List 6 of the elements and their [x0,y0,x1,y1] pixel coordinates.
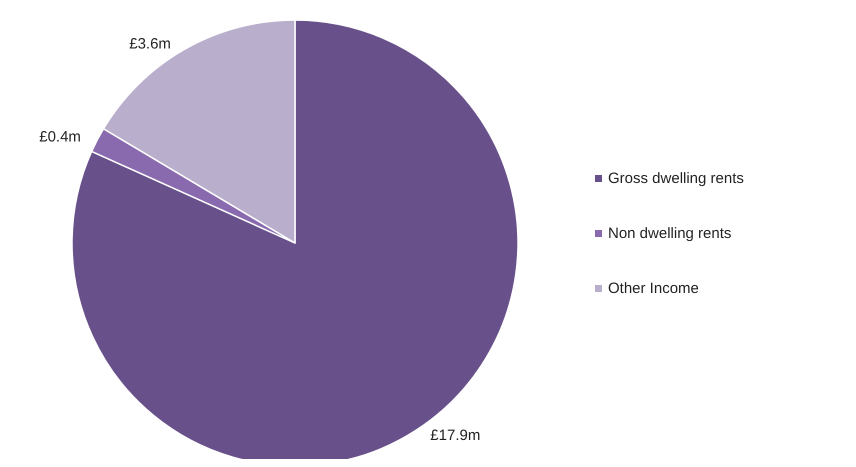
legend-label: Gross dwelling rents [608,170,744,187]
data-label: £3.6m [129,35,171,52]
data-label: £0.4m [39,128,81,146]
legend-label: Non dwelling rents [608,225,732,242]
data-label: £17.9m [430,426,480,444]
legend-label: Other Income [608,280,699,297]
